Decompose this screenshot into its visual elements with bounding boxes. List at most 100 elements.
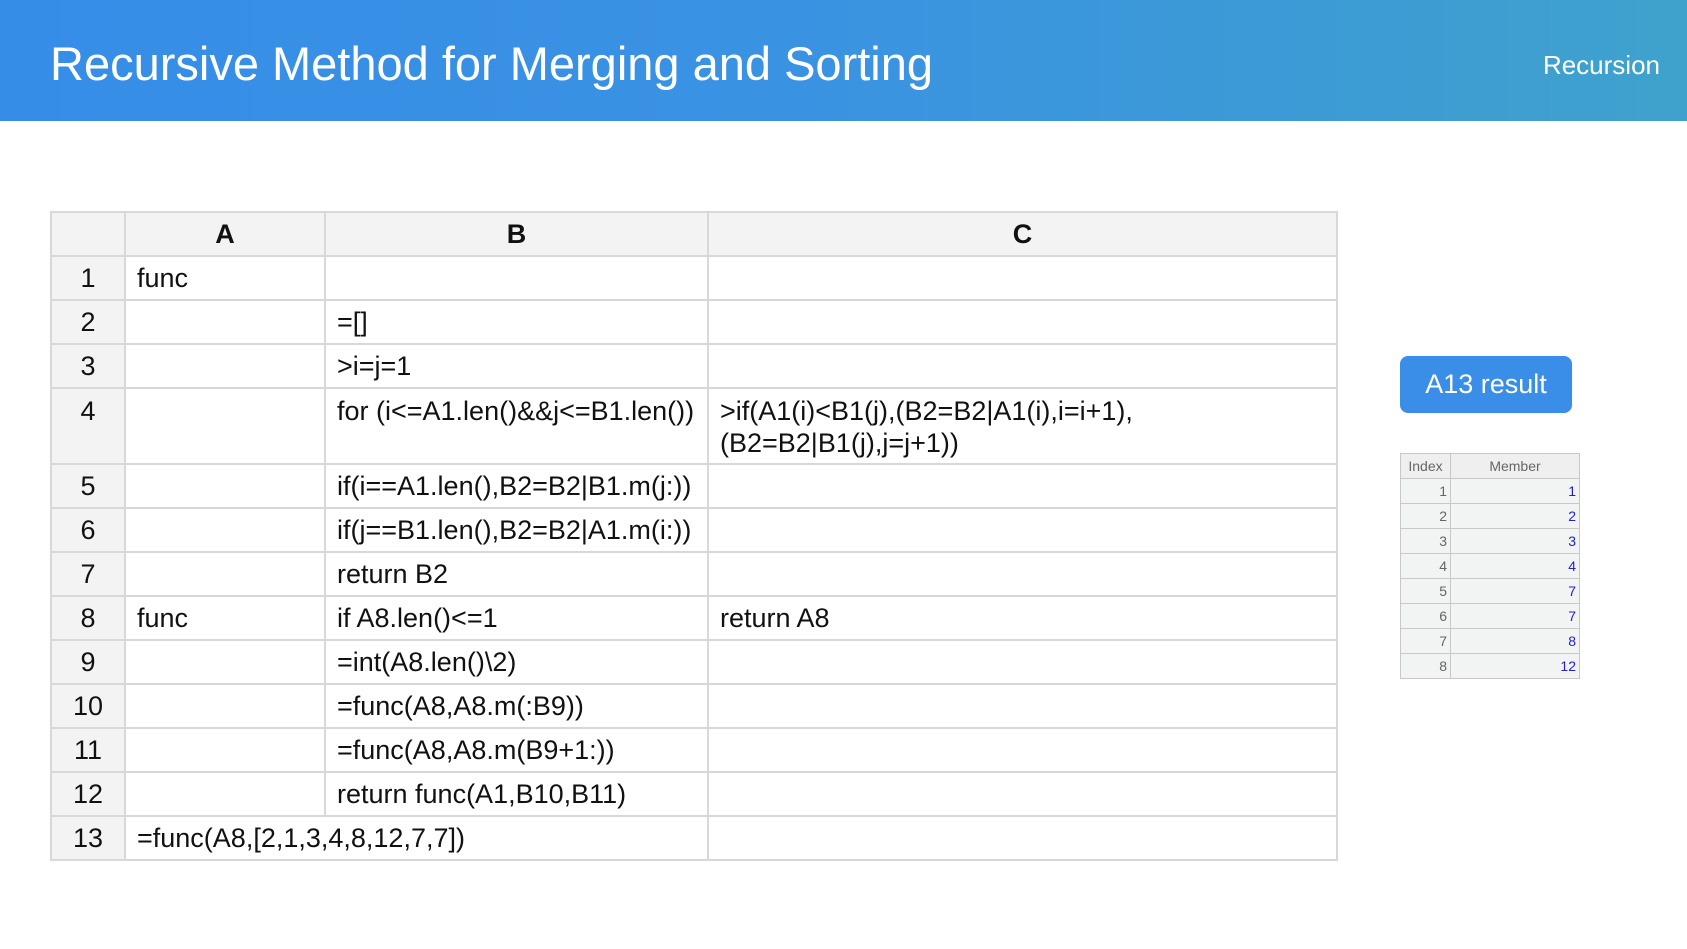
cell-a[interactable] (124, 343, 326, 389)
cell-c[interactable] (707, 815, 1338, 861)
member-cell: 7 (1450, 603, 1580, 629)
member-cell: 12 (1450, 653, 1580, 679)
grid-row: 10 =func(A8,A8.m(:B9)) (50, 683, 1338, 729)
grid-row: 8 func if A8.len()<=1 return A8 (50, 595, 1338, 641)
cell-a[interactable]: func (124, 255, 326, 301)
header-banner: Recursive Method for Merging and Sorting… (0, 0, 1687, 121)
row-number[interactable]: 2 (50, 299, 126, 345)
index-cell: 3 (1400, 528, 1451, 554)
section-tag: Recursion (1542, 50, 1660, 80)
grid-row: 2 =[] (50, 299, 1338, 345)
row-number[interactable]: 12 (50, 771, 126, 817)
corner-cell (50, 211, 126, 257)
cell-c[interactable] (707, 551, 1338, 597)
result-row: 8 12 (1400, 653, 1580, 679)
page-title: Recursive Method for Merging and Sorting (50, 37, 933, 90)
member-header: Member (1450, 453, 1580, 479)
cell-a[interactable]: =func(A8,[2,1,3,4,8,12,7,7]) (124, 815, 709, 861)
cell-a[interactable] (124, 551, 326, 597)
code-grid: A B C 1 func 2 =[] 3 >i=j=1 4 for (i<=A1.len()&… (50, 211, 1338, 861)
row-number[interactable]: 1 (50, 255, 126, 301)
cell-b[interactable]: =[] (324, 299, 709, 345)
column-header-c[interactable]: C (707, 211, 1338, 257)
cell-a[interactable] (124, 683, 326, 729)
grid-row: 3 >i=j=1 (50, 343, 1338, 389)
cell-b[interactable]: if A8.len()<=1 (324, 595, 709, 641)
row-number[interactable]: 8 (50, 595, 126, 641)
cell-b[interactable]: for (i<=A1.len()&&j<=B1.len()) (324, 387, 709, 465)
index-cell: 6 (1400, 603, 1451, 629)
cell-a[interactable]: func (124, 595, 326, 641)
cell-c[interactable]: return A8 (707, 595, 1338, 641)
cell-b[interactable]: if(i==A1.len(),B2=B2|B1.m(j:)) (324, 463, 709, 509)
cell-b[interactable]: =int(A8.len()\2) (324, 639, 709, 685)
cell-c[interactable] (707, 255, 1338, 301)
cell-a[interactable] (124, 387, 326, 465)
grid-row: 12 return func(A1,B10,B11) (50, 771, 1338, 817)
grid-row: 1 func (50, 255, 1338, 301)
cell-b[interactable]: =func(A8,A8.m(B9+1:)) (324, 727, 709, 773)
cell-a[interactable] (124, 463, 326, 509)
cell-b[interactable] (324, 255, 709, 301)
row-number[interactable]: 9 (50, 639, 126, 685)
row-number[interactable]: 10 (50, 683, 126, 729)
cell-b[interactable]: return B2 (324, 551, 709, 597)
row-number[interactable]: 4 (50, 387, 126, 465)
cell-c[interactable] (707, 507, 1338, 553)
cell-a[interactable] (124, 507, 326, 553)
index-cell: 4 (1400, 553, 1451, 579)
column-header-row: A B C (50, 211, 1338, 257)
cell-c[interactable]: >if(A1(i)<B1(j),(B2=B2|A1(i),i=i+1),(B2=… (707, 387, 1338, 465)
index-cell: 7 (1400, 628, 1451, 654)
cell-c[interactable] (707, 771, 1338, 817)
member-cell: 7 (1450, 578, 1580, 604)
cell-a[interactable] (124, 727, 326, 773)
grid-row: 6 if(j==B1.len(),B2=B2|A1.m(i:)) (50, 507, 1338, 553)
row-number[interactable]: 6 (50, 507, 126, 553)
result-header-row: Index Member (1400, 453, 1580, 479)
cell-a[interactable] (124, 299, 326, 345)
a13-result-button[interactable]: A13 result (1400, 356, 1572, 413)
index-cell: 2 (1400, 503, 1451, 529)
cell-b[interactable]: =func(A8,A8.m(:B9)) (324, 683, 709, 729)
cell-c[interactable] (707, 683, 1338, 729)
result-table: Index Member 1 1 2 2 3 3 4 4 5 7 6 7 7 8 8 12 (1400, 453, 1580, 679)
grid-row: 13 =func(A8,[2,1,3,4,8,12,7,7]) (50, 815, 1338, 861)
row-number[interactable]: 3 (50, 343, 126, 389)
member-cell: 2 (1450, 503, 1580, 529)
row-number[interactable]: 7 (50, 551, 126, 597)
index-cell: 1 (1400, 478, 1451, 504)
index-cell: 8 (1400, 653, 1451, 679)
row-number[interactable]: 13 (50, 815, 126, 861)
column-header-a[interactable]: A (124, 211, 326, 257)
cell-c[interactable] (707, 727, 1338, 773)
row-number[interactable]: 5 (50, 463, 126, 509)
cell-c[interactable] (707, 463, 1338, 509)
member-cell: 8 (1450, 628, 1580, 654)
cell-c[interactable] (707, 299, 1338, 345)
grid-row: 4 for (i<=A1.len()&&j<=B1.len()) >if(A1(i)… (50, 387, 1338, 465)
cell-b[interactable]: if(j==B1.len(),B2=B2|A1.m(i:)) (324, 507, 709, 553)
member-cell: 1 (1450, 478, 1580, 504)
column-header-b[interactable]: B (324, 211, 709, 257)
cell-b[interactable]: return func(A1,B10,B11) (324, 771, 709, 817)
row-number[interactable]: 11 (50, 727, 126, 773)
grid-row: 7 return B2 (50, 551, 1338, 597)
cell-a[interactable] (124, 771, 326, 817)
cell-b[interactable]: >i=j=1 (324, 343, 709, 389)
member-cell: 3 (1450, 528, 1580, 554)
cell-a[interactable] (124, 639, 326, 685)
index-header: Index (1400, 453, 1451, 479)
index-cell: 5 (1400, 578, 1451, 604)
member-cell: 4 (1450, 553, 1580, 579)
cell-c[interactable] (707, 639, 1338, 685)
cell-c[interactable] (707, 343, 1338, 389)
grid-row: 11 =func(A8,A8.m(B9+1:)) (50, 727, 1338, 773)
